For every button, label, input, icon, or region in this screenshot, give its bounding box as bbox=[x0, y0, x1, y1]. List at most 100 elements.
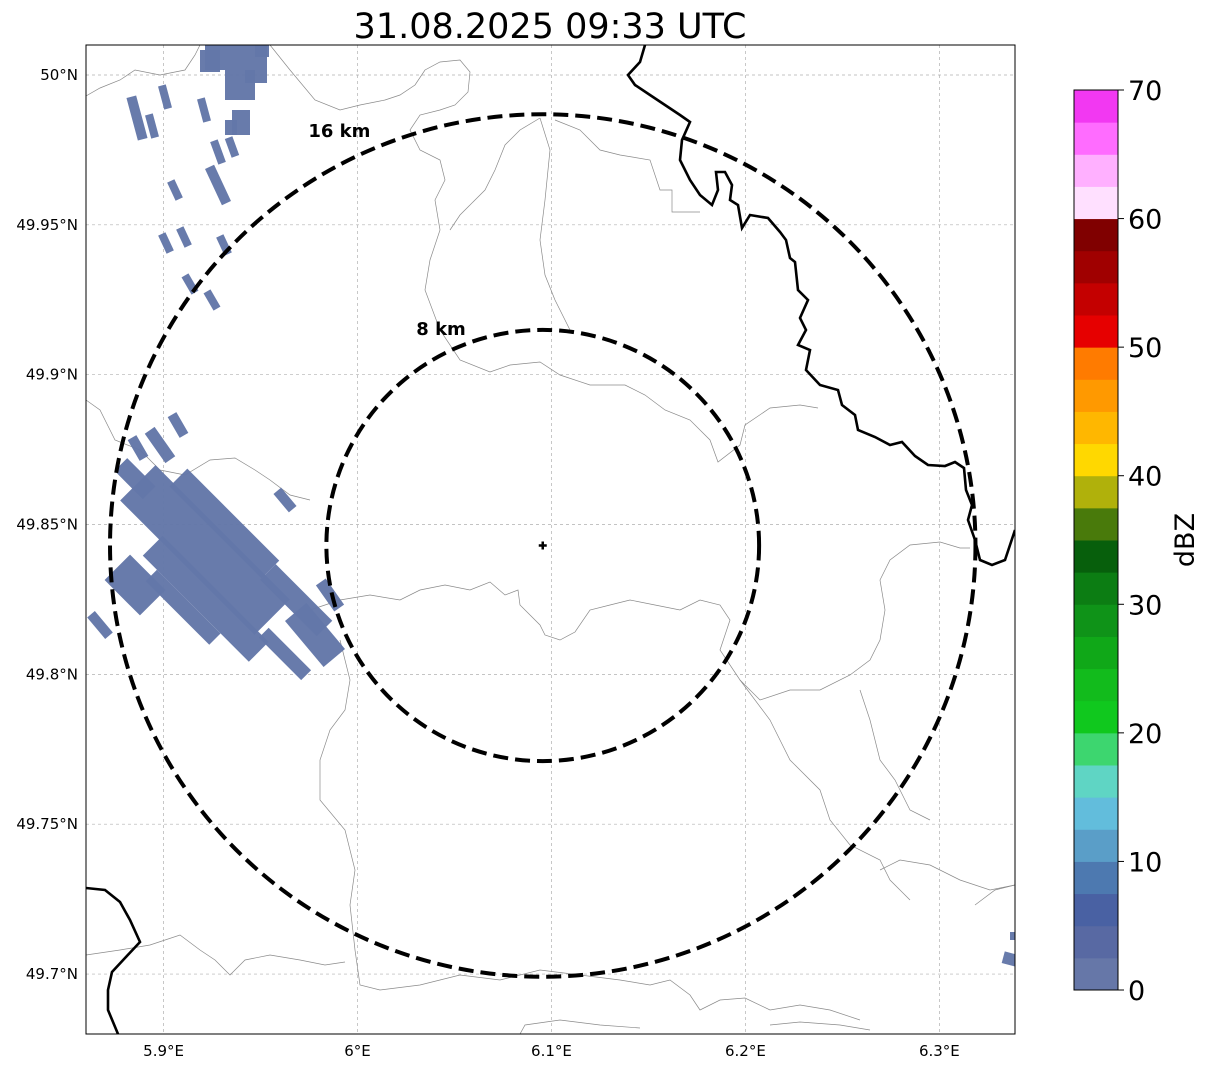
echo-streak bbox=[284, 603, 346, 667]
colorbar-segment bbox=[1074, 540, 1118, 573]
latitude-tick-label: 49.95°N bbox=[16, 216, 78, 234]
colorbar-segment bbox=[1074, 636, 1118, 670]
echo-streak bbox=[205, 164, 231, 206]
latitude-tick-label: 49.75°N bbox=[16, 815, 78, 833]
colorbar-segment bbox=[1074, 829, 1118, 862]
map-frame bbox=[85, 44, 1016, 1035]
latitude-tick-label: 49.7°N bbox=[26, 965, 78, 983]
colorbar-segment bbox=[1074, 797, 1118, 830]
echo-cell bbox=[273, 487, 297, 513]
echo-streak bbox=[126, 95, 148, 141]
echo-streak bbox=[224, 136, 240, 158]
range-rings: 8 km 16 km bbox=[108, 112, 978, 979]
range-ring bbox=[108, 112, 978, 979]
echo-streak bbox=[167, 179, 183, 201]
colorbar-segment bbox=[1074, 443, 1118, 477]
admin-border bbox=[769, 1021, 871, 1031]
echo-cluster-west bbox=[114, 458, 333, 681]
admin-borders bbox=[86, 45, 1015, 1034]
latitude-tick-label: 49.8°N bbox=[26, 665, 78, 683]
echo-cell bbox=[158, 232, 174, 254]
longitude-tick-labels: 5.9°E 6°E 6.1°E 6.2°E 6.3°E bbox=[143, 1042, 960, 1060]
colorbar-tick-label: 50 bbox=[1128, 333, 1162, 364]
echo-cell bbox=[284, 603, 346, 667]
echo-streak bbox=[145, 113, 159, 139]
latitude-tick-labels: 50°N 49.95°N 49.9°N 49.85°N 49.8°N 49.75°N 49.… bbox=[16, 66, 78, 983]
colorbar-segment bbox=[1074, 957, 1118, 991]
echo-streak bbox=[167, 412, 189, 438]
admin-border bbox=[739, 679, 911, 901]
echo-cell bbox=[169, 468, 280, 579]
graticule bbox=[86, 45, 1015, 1034]
echo-cell bbox=[104, 554, 166, 616]
echo-cell bbox=[1001, 951, 1015, 967]
admin-border bbox=[519, 1019, 641, 1034]
echo-cell bbox=[114, 458, 156, 500]
colorbar-label: dBZ bbox=[1170, 513, 1201, 567]
echo-cell bbox=[167, 179, 183, 201]
range-ring bbox=[324, 327, 762, 764]
echo-cell bbox=[225, 70, 255, 100]
colorbar-segment bbox=[1074, 186, 1118, 220]
admin-border bbox=[319, 639, 861, 1021]
colorbar-segment bbox=[1074, 250, 1118, 284]
echo-cell bbox=[258, 627, 312, 681]
colorbar-tick-label: 70 bbox=[1128, 76, 1162, 107]
echo-cell bbox=[210, 139, 226, 165]
country-border bbox=[86, 886, 142, 1034]
country-borders bbox=[86, 45, 1015, 1034]
longitude-tick-label: 6.1°E bbox=[531, 1042, 572, 1060]
admin-border bbox=[309, 541, 970, 701]
admin-border bbox=[449, 117, 541, 231]
latitude-tick-label: 49.9°N bbox=[26, 366, 78, 384]
echo-streak bbox=[273, 487, 297, 513]
colorbar-segment bbox=[1074, 893, 1118, 927]
echo-cell bbox=[126, 95, 148, 141]
admin-border bbox=[879, 859, 1015, 891]
echo-streak bbox=[203, 289, 221, 311]
country-border bbox=[626, 45, 1015, 567]
radar-echoes bbox=[87, 45, 1015, 967]
echo-cell bbox=[167, 412, 189, 438]
map-area: 8 km 16 km bbox=[86, 45, 1015, 1034]
echo-cell bbox=[144, 426, 176, 464]
colorbar-segment bbox=[1074, 572, 1118, 605]
admin-border bbox=[554, 119, 700, 213]
echo-cell bbox=[225, 120, 237, 135]
echo-cell bbox=[315, 578, 345, 612]
echo-cluster-north bbox=[200, 45, 269, 135]
admin-border bbox=[269, 45, 819, 463]
admin-border bbox=[539, 117, 571, 331]
colorbar-segment bbox=[1074, 668, 1118, 702]
colorbar-segment bbox=[1074, 379, 1118, 412]
colorbar-segment bbox=[1074, 218, 1118, 252]
echo-cell bbox=[87, 611, 113, 639]
colorbar-segment bbox=[1074, 122, 1118, 155]
admin-border bbox=[86, 399, 311, 501]
radar-site-marker bbox=[538, 541, 547, 550]
colorbar-segment bbox=[1074, 154, 1118, 187]
colorbar-tick-label: 60 bbox=[1128, 205, 1162, 236]
echo-cell bbox=[142, 535, 269, 662]
colorbar-segment bbox=[1074, 315, 1118, 348]
range-ring-label: 8 km bbox=[416, 319, 466, 340]
admin-border bbox=[859, 689, 931, 821]
colorbar-tick-label: 20 bbox=[1128, 719, 1162, 750]
colorbar-tick-label: 10 bbox=[1128, 847, 1162, 878]
echo-streak bbox=[144, 426, 176, 464]
echo-cell bbox=[205, 164, 231, 206]
dbz-colorbar: 0 10 20 30 40 50 60 70 dBZ bbox=[1073, 76, 1201, 1007]
echo-cell bbox=[158, 84, 172, 110]
echo-cell bbox=[145, 113, 159, 139]
echo-streak bbox=[158, 84, 172, 110]
colorbar-tick-label: 30 bbox=[1128, 590, 1162, 621]
colorbar-segment bbox=[1074, 90, 1118, 123]
echo-streak bbox=[210, 139, 226, 165]
admin-border bbox=[86, 45, 201, 97]
echo-streak bbox=[197, 97, 211, 123]
latitude-tick-label: 49.85°N bbox=[16, 516, 78, 534]
longitude-tick-label: 6°E bbox=[344, 1042, 371, 1060]
colorbar-segment bbox=[1074, 861, 1118, 895]
colorbar-segment bbox=[1074, 475, 1118, 509]
